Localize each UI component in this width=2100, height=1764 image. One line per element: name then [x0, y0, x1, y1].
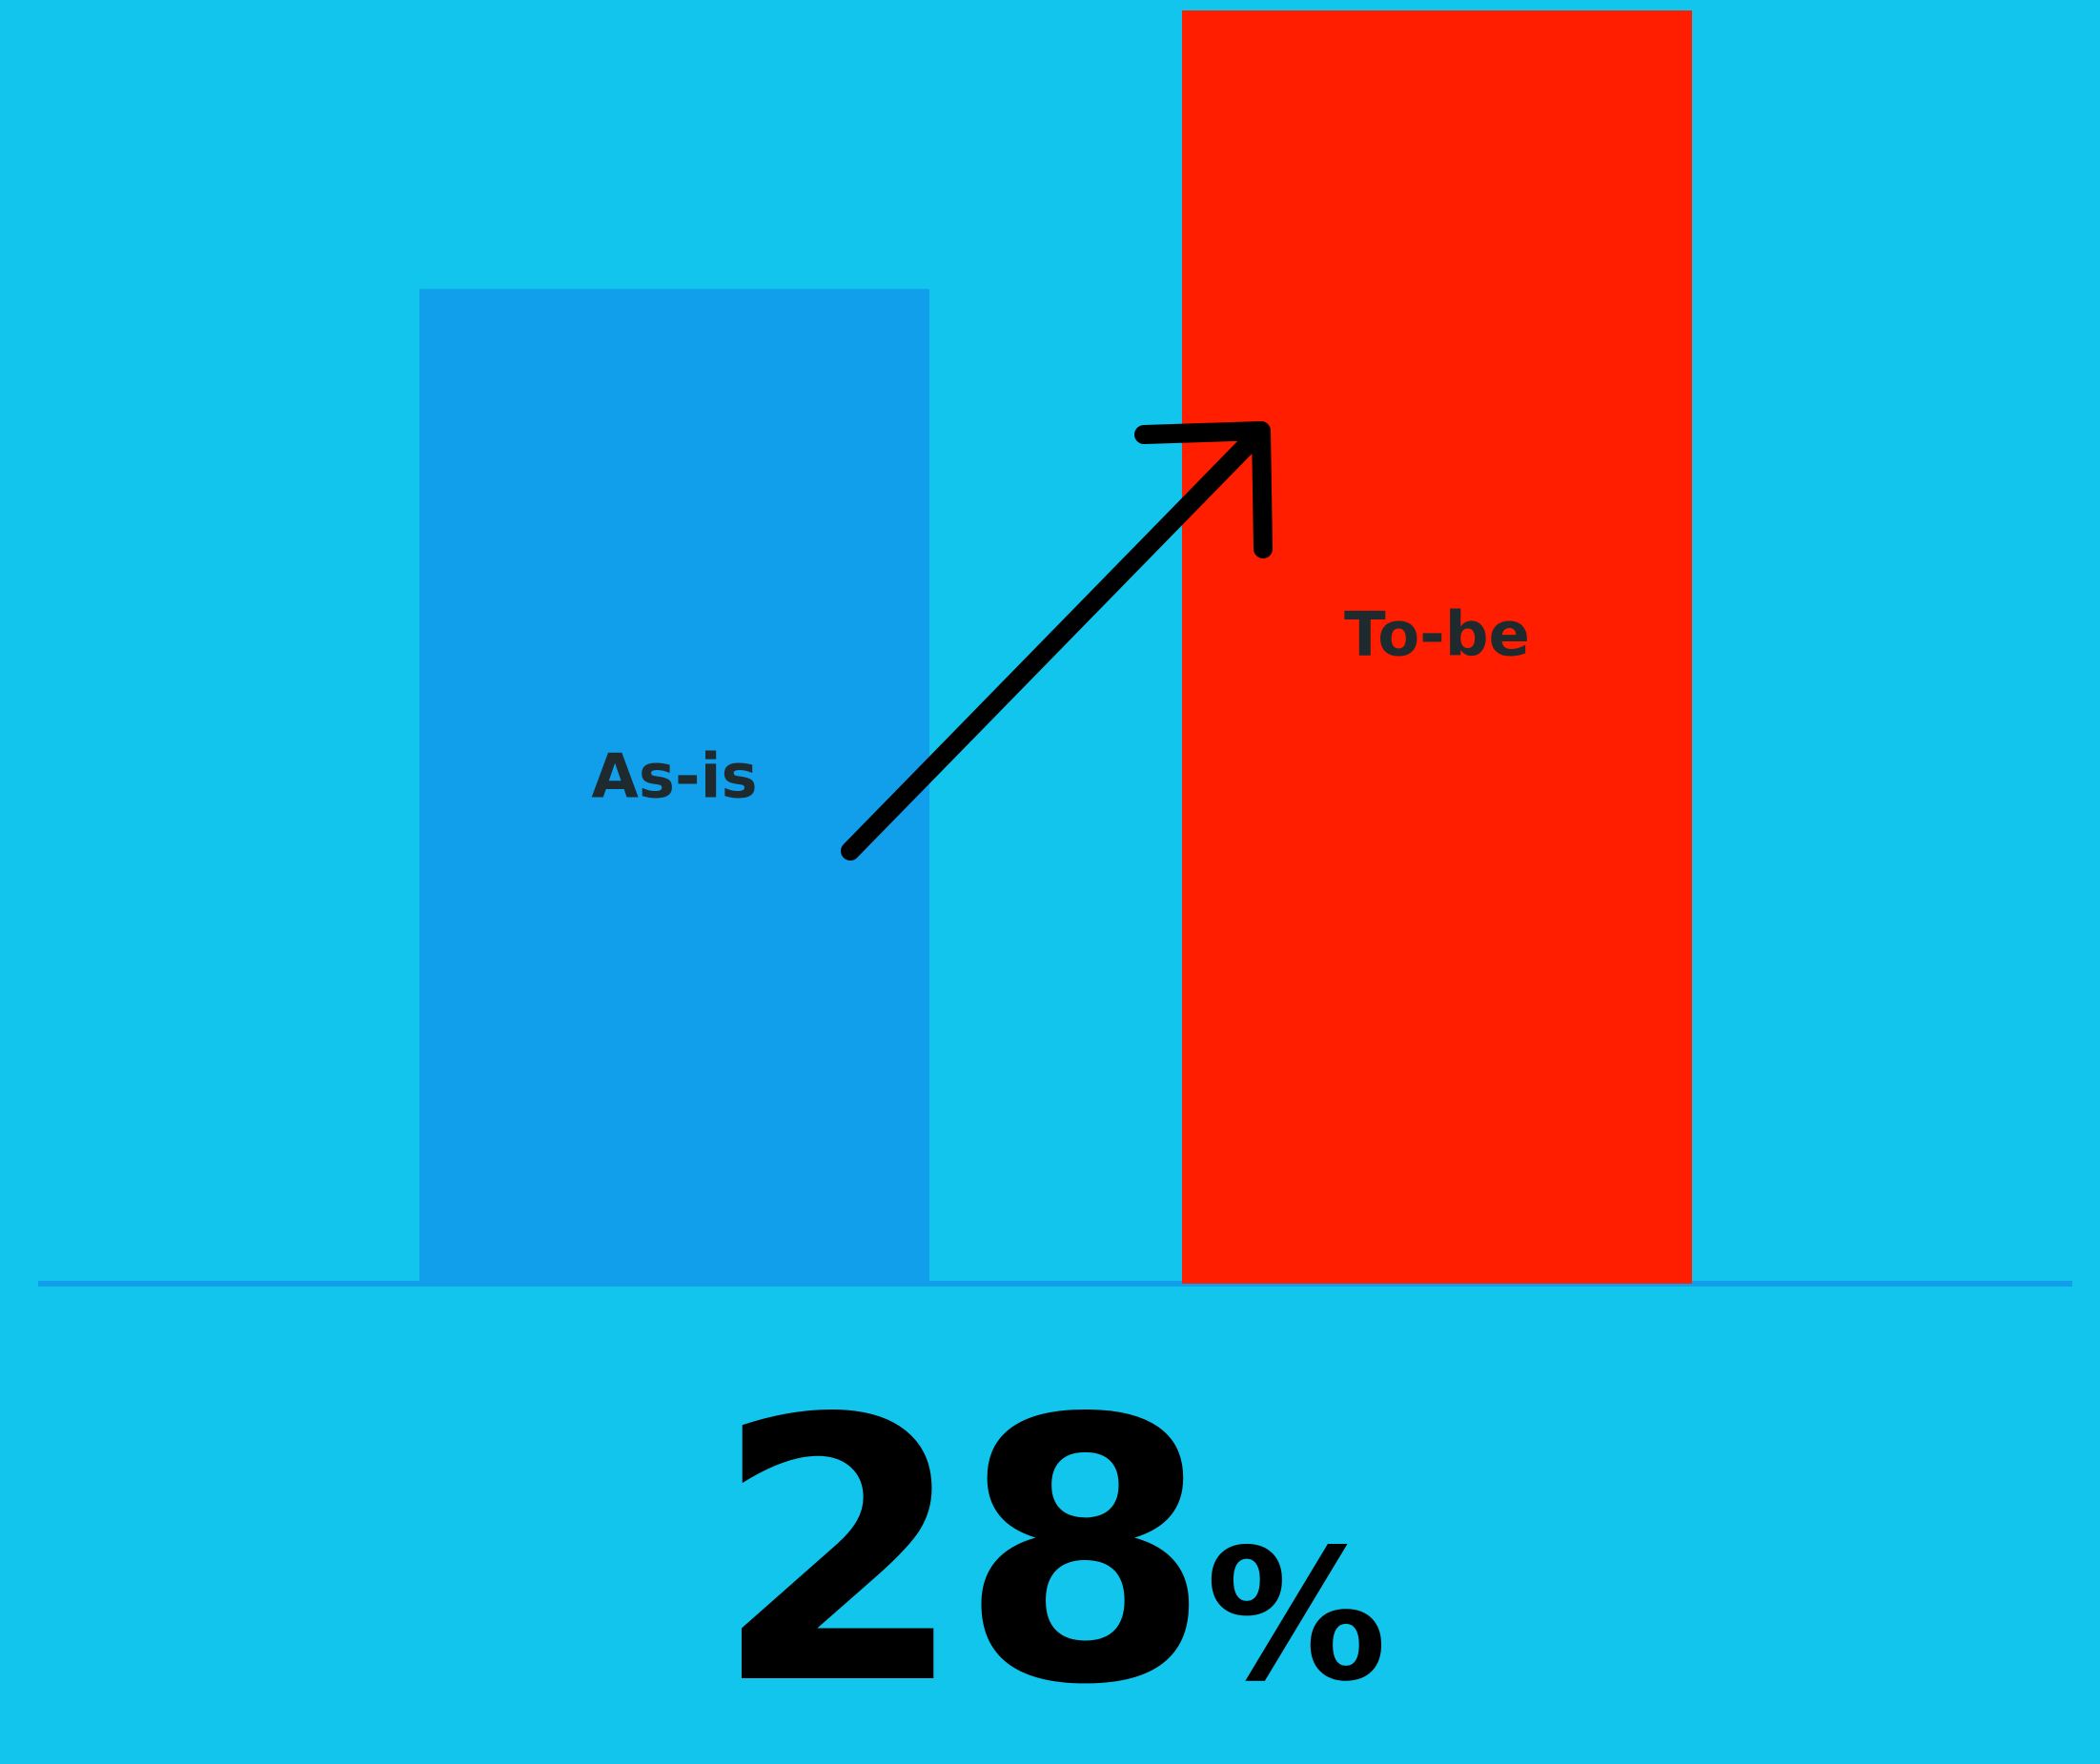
arrow-head [1134, 421, 1273, 558]
arrow-up-right-icon [841, 421, 1273, 861]
bar-chart: As-is To-be [38, 10, 2072, 1287]
headline-value: 28 [712, 1342, 1212, 1764]
headline-unit: % [1205, 1511, 1388, 1721]
bar-as-is [419, 289, 929, 1284]
infographic: As-is To-be 28% [38, 10, 2072, 1734]
arrow-shaft [841, 427, 1265, 861]
bar-group [419, 10, 1692, 1284]
headline-percentage: 28% [0, 1372, 2100, 1734]
bar-label-as-is: As-is [591, 742, 757, 813]
bar-label-to-be: To-be [1344, 600, 1530, 671]
bar-to-be [1182, 10, 1692, 1284]
bar-label-group: As-is To-be [591, 600, 1530, 813]
